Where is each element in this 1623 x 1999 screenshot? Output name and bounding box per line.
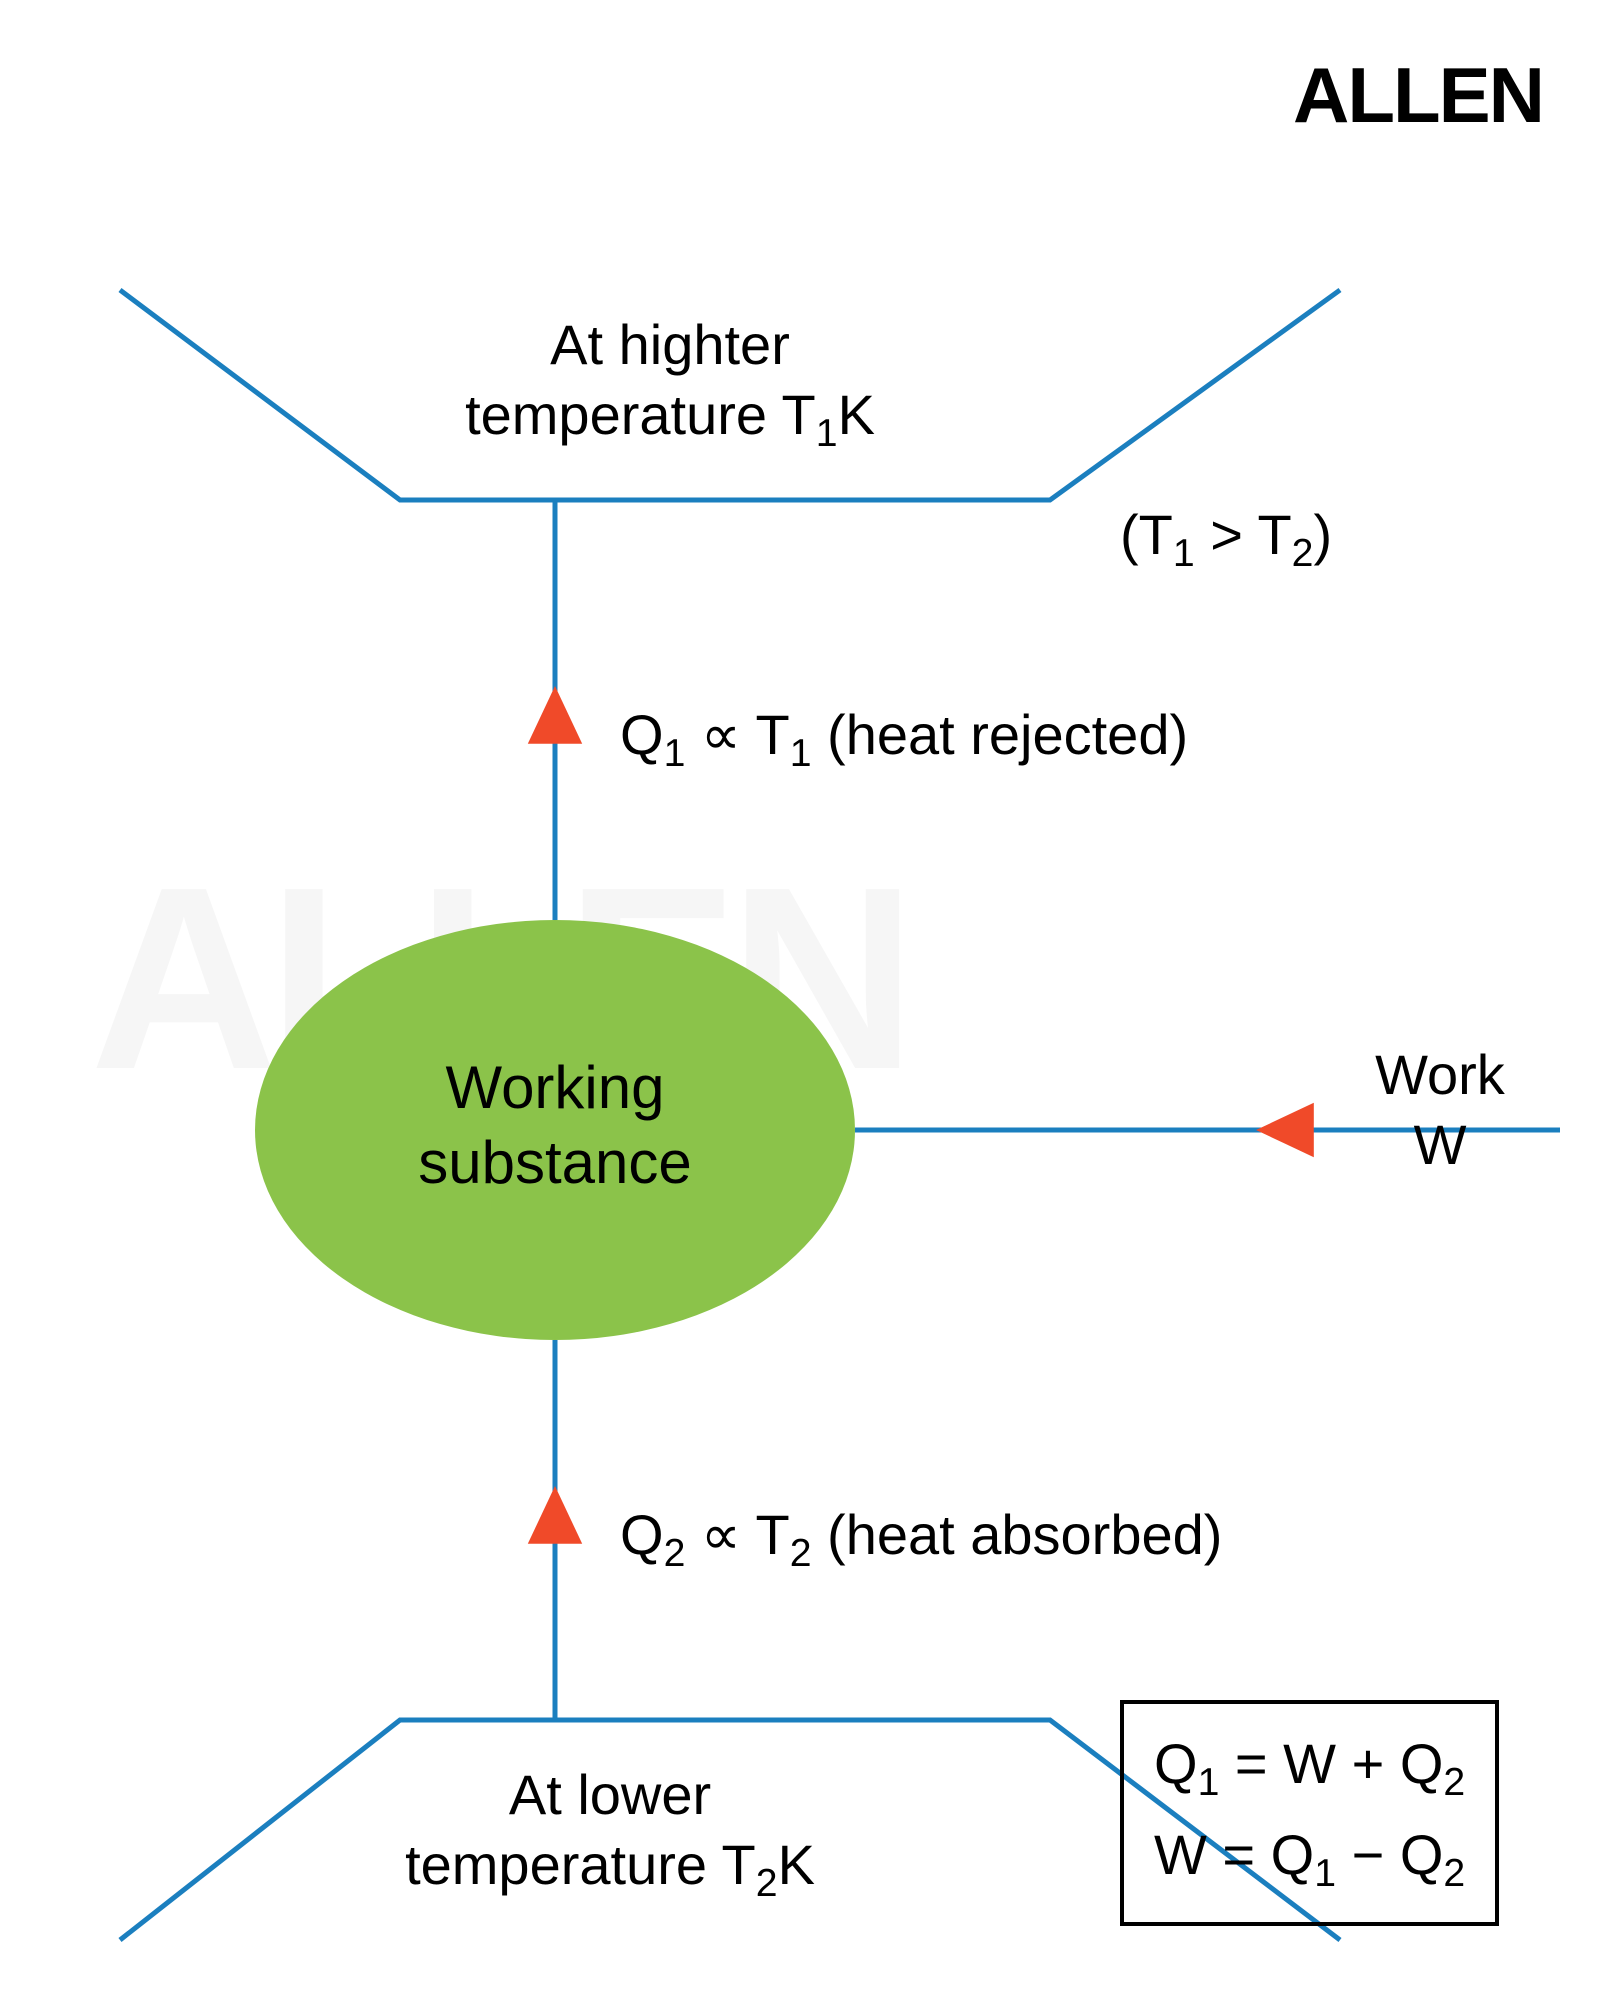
bottom-reservoir-label: At lower temperature T2K bbox=[260, 1760, 960, 1908]
equation-1: Q1 = W + Q2 bbox=[1154, 1722, 1465, 1813]
arrow-up-icon bbox=[528, 1486, 582, 1544]
equation-2: W = Q1 − Q2 bbox=[1154, 1813, 1465, 1904]
work-label: Work W bbox=[1330, 1040, 1550, 1180]
top-reservoir-label: At highter temperature T1K bbox=[320, 310, 1020, 458]
working-substance-label: Working substance bbox=[305, 1050, 805, 1200]
q2-label: Q2 ∝ T2 (heat absorbed) bbox=[620, 1500, 1222, 1578]
temp-compare-label: (T1 > T2) bbox=[1120, 500, 1332, 578]
equations-box: Q1 = W + Q2 W = Q1 − Q2 bbox=[1120, 1700, 1499, 1926]
arrow-up-icon bbox=[528, 686, 582, 744]
arrow-left-icon bbox=[1256, 1103, 1314, 1157]
q1-label: Q1 ∝ T1 (heat rejected) bbox=[620, 700, 1188, 778]
